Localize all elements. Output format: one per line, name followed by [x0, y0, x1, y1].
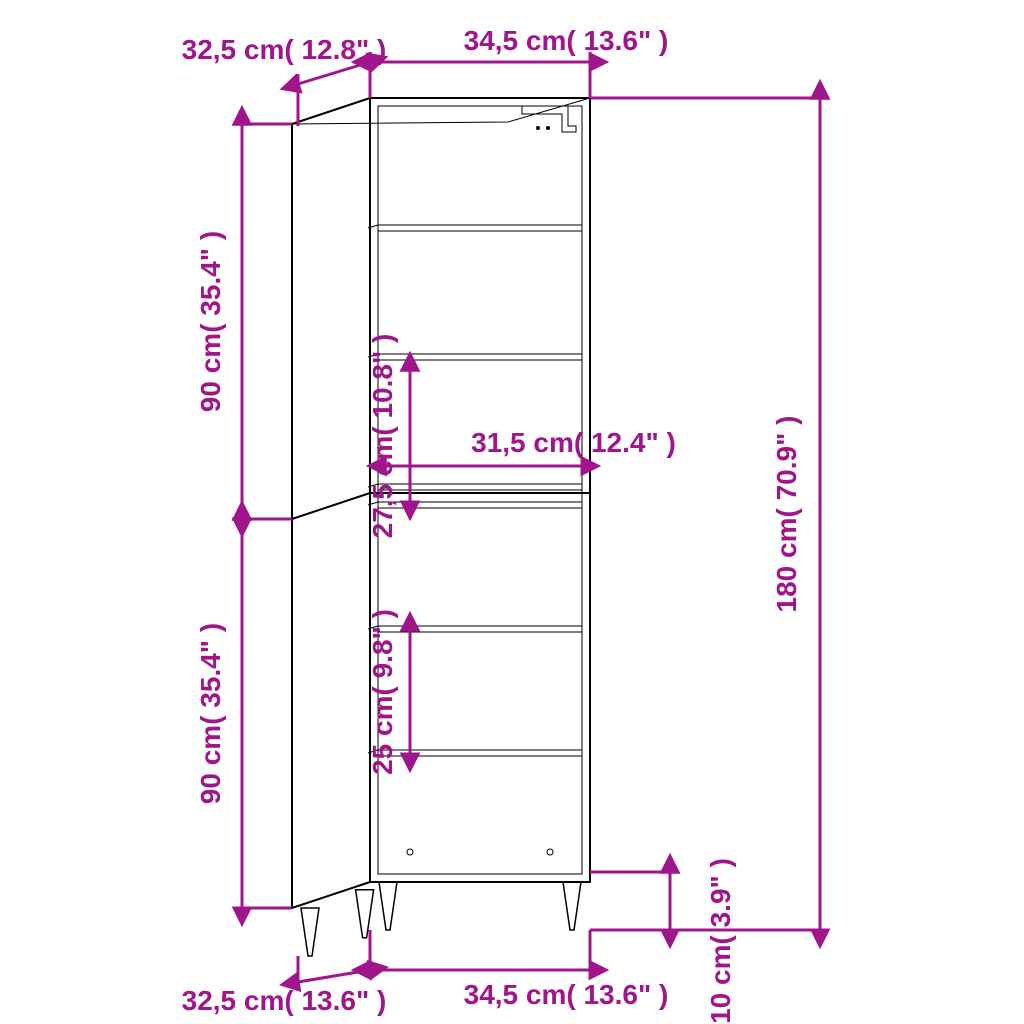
- mid-split-side: [292, 493, 370, 519]
- dimensions.top_depth: 32,5 cm( 12.8" ): [182, 34, 387, 65]
- dimensions.inner_width: 31,5 cm( 12.4" ): [471, 427, 676, 458]
- cabinet-leg: [379, 882, 397, 930]
- cabinet-leg: [301, 908, 319, 956]
- screw-hole: [547, 849, 553, 855]
- dim-bottom-depth-line: [298, 970, 370, 982]
- dimensions.right_total_height: 180 cm( 70.9" ): [771, 416, 802, 613]
- dimensions.inner_shelf_height: 27,5 cm( 10.8" ): [367, 334, 398, 539]
- cabinet-side-outline: [292, 98, 370, 908]
- dimensions.bottom_depth: 32,5 cm( 13.6" ): [182, 985, 387, 1016]
- dimensions.lower_shelf_height: 25 cm( 9.8" ): [367, 609, 398, 775]
- dimensions.left_upper_height: 90 cm( 35.4" ): [195, 231, 226, 412]
- cabinet-top-face: [292, 98, 590, 124]
- dimensions.leg_height: 10 cm( 3.9" ): [705, 858, 736, 1024]
- dimensions.bottom_width: 34,5 cm( 13.6" ): [464, 979, 669, 1010]
- screw-hole: [407, 849, 413, 855]
- hinge-dot: [546, 126, 550, 130]
- dim-top-depth-line: [298, 62, 370, 84]
- dimensions.top_width: 34,5 cm( 13.6" ): [464, 25, 669, 56]
- cabinet-leg: [563, 882, 581, 930]
- dimensions.left_lower_height: 90 cm( 35.4" ): [195, 623, 226, 804]
- hinge-dot: [536, 126, 540, 130]
